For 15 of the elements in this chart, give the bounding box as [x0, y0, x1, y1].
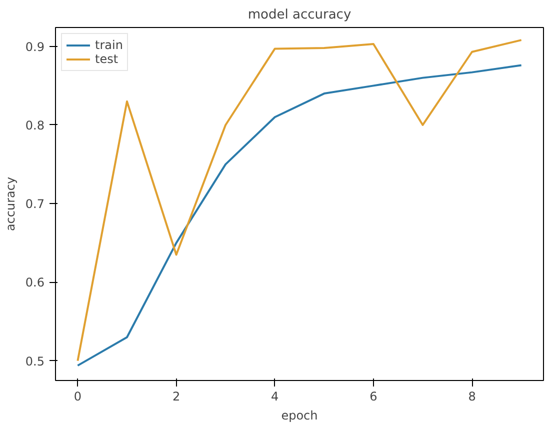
y-tick-label: 0.5 — [25, 354, 45, 368]
legend-label: test — [95, 52, 118, 66]
y-tick-label: 0.7 — [25, 197, 45, 212]
x-tick-label: 6 — [370, 390, 378, 404]
y-tick-label: 0.6 — [25, 276, 45, 290]
x-axis-title: epoch — [281, 408, 318, 422]
x-tick-label: 8 — [468, 390, 476, 404]
chart-title: model accuracy — [248, 8, 352, 22]
y-tick-label: 0.9 — [25, 40, 45, 54]
y-tick-label: 0.8 — [25, 118, 45, 132]
x-tick-label: 4 — [271, 390, 279, 404]
legend-label: train — [95, 38, 123, 52]
x-tick-label: 2 — [172, 390, 180, 404]
x-tick-label: 0 — [74, 390, 82, 404]
y-axis-title: accuracy — [3, 176, 18, 232]
